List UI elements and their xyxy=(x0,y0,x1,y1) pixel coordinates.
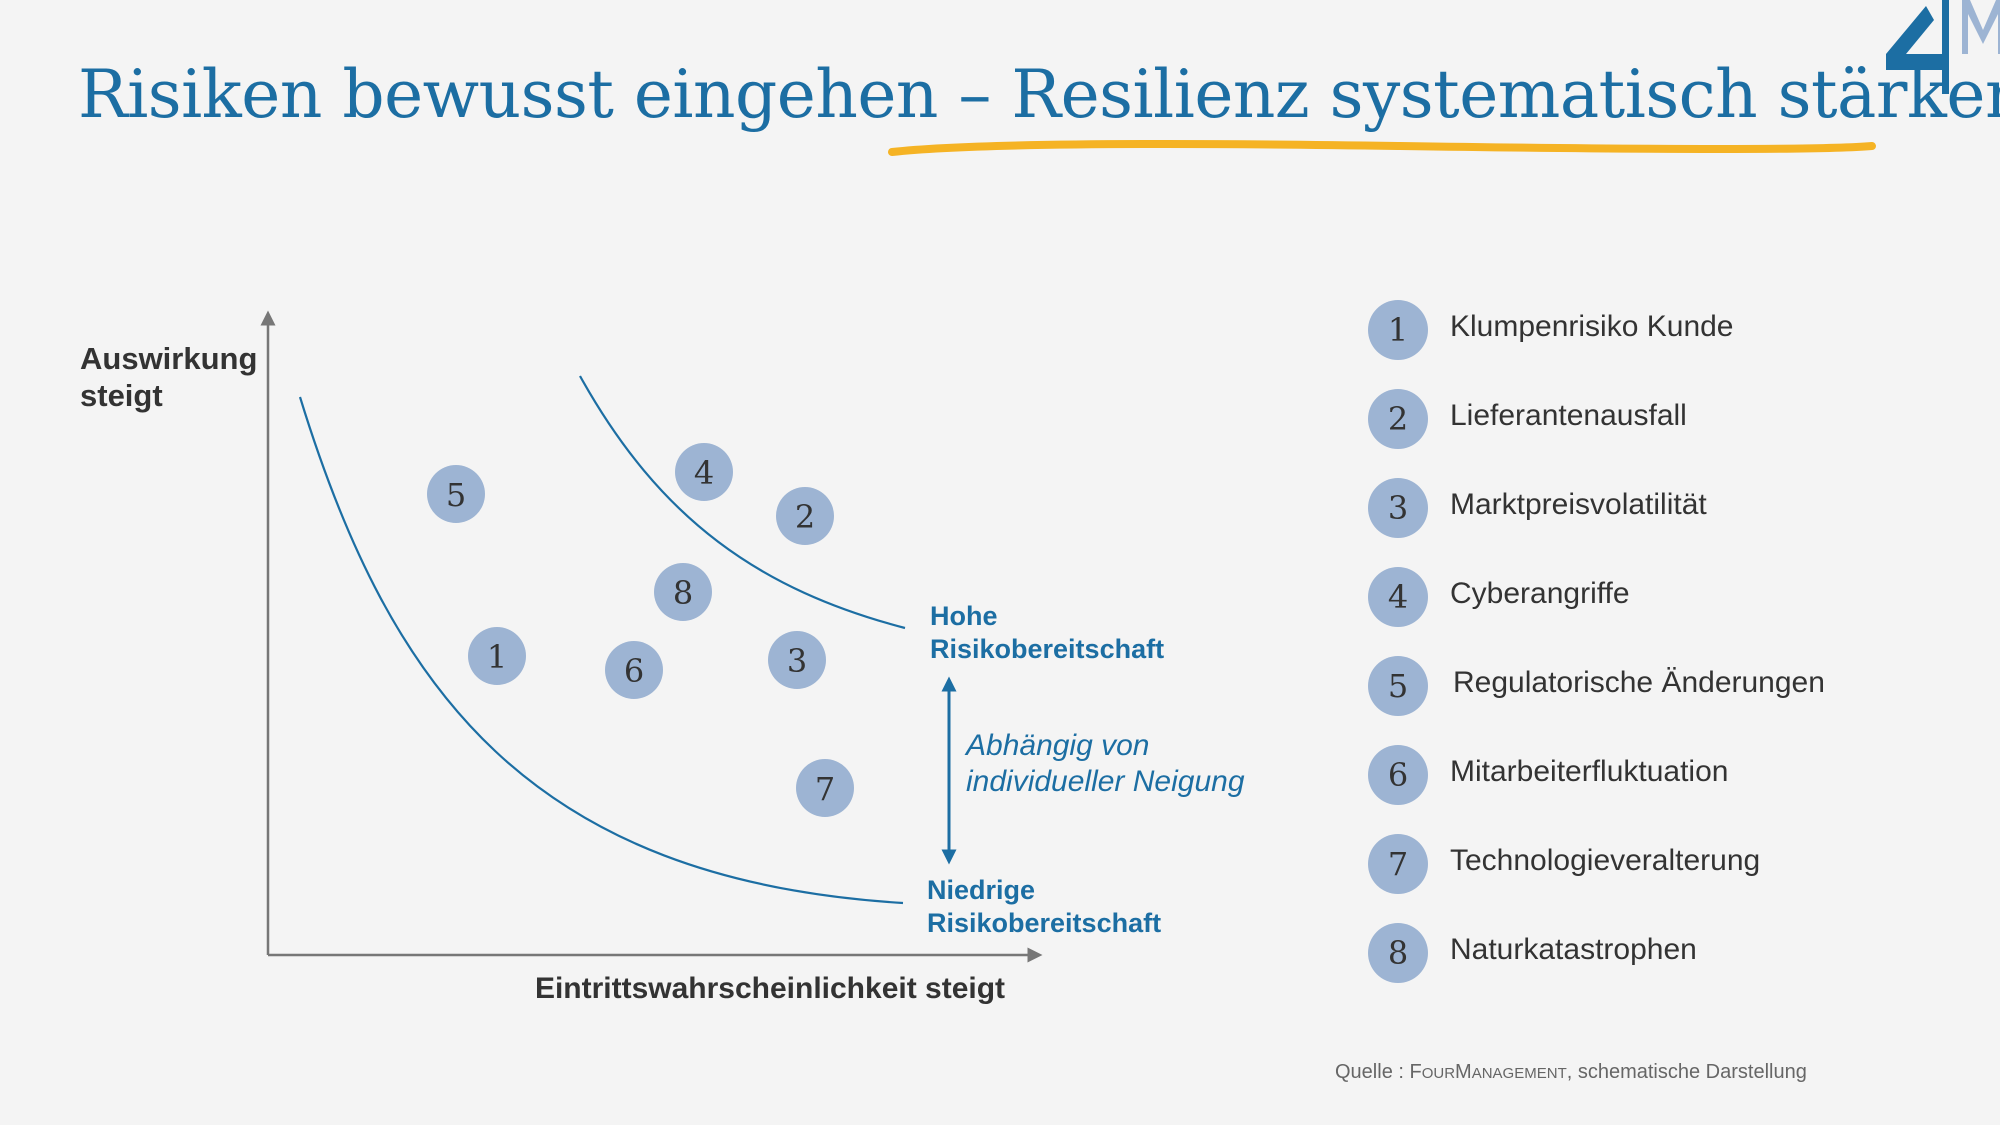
page-title: Risiken bewusst eingehen – Resilienz sys… xyxy=(78,56,2000,133)
risk-point-7: 7 xyxy=(796,759,854,817)
x-axis-label: Eintrittswahrscheinlichkeit steigt xyxy=(534,972,1006,1005)
risk-point-2: 2 xyxy=(776,487,834,545)
legend-item: 2 Lieferantenausfall xyxy=(1368,389,1968,451)
risk-point-number: 7 xyxy=(815,770,835,808)
risk-point-8: 8 xyxy=(654,563,712,621)
risk-point-circle xyxy=(796,759,854,817)
legend-number: 7 xyxy=(1368,834,1428,894)
legend-label: Lieferantenausfall xyxy=(1450,399,1687,432)
risk-point-5: 5 xyxy=(427,465,485,523)
y-axis-label: Auswirkung steigt xyxy=(80,341,258,413)
company-logo xyxy=(1886,0,2000,94)
legend-number: 6 xyxy=(1368,745,1428,805)
risk-point-6: 6 xyxy=(605,641,663,699)
high-risk-appetite-label: Hohe Risikobereitschaft xyxy=(930,601,1165,664)
risk-point-number: 4 xyxy=(694,454,714,492)
risk-point-circle xyxy=(654,563,712,621)
risk-point-number: 2 xyxy=(795,498,815,536)
risk-point-number: 6 xyxy=(624,652,644,690)
source-note: Quelle : FourManagement, schematische Da… xyxy=(1335,1061,1807,1083)
legend-number: 3 xyxy=(1368,478,1428,538)
legend-item: 6 Mitarbeiterfluktuation xyxy=(1368,745,1968,807)
legend-number: 5 xyxy=(1368,656,1428,716)
risk-points: 1 2 3 4 5 6 7 8 xyxy=(427,443,854,817)
risk-point-1: 1 xyxy=(468,627,526,685)
risk-point-circle xyxy=(605,641,663,699)
legend-label: Cyberangriffe xyxy=(1450,577,1630,610)
legend-item: 1 Klumpenrisiko Kunde xyxy=(1368,300,1968,362)
risk-point-circle xyxy=(768,631,826,689)
curve-low-risk-appetite xyxy=(298,396,904,905)
risk-point-number: 5 xyxy=(446,476,466,514)
legend-item: 4 Cyberangriffe xyxy=(1368,567,1968,629)
risk-point-3: 3 xyxy=(768,631,826,689)
legend-number: 2 xyxy=(1368,389,1428,449)
risk-point-4: 4 xyxy=(675,443,733,501)
legend-label: Technologieveralterung xyxy=(1450,844,1761,877)
risk-point-number: 8 xyxy=(673,574,693,612)
legend-label: Regulatorische Änderungen xyxy=(1453,666,1825,699)
legend-item: 8 Naturkatastrophen xyxy=(1368,923,1968,985)
legend-label: Marktpreisvolatilität xyxy=(1450,488,1707,521)
legend-number: 1 xyxy=(1368,300,1428,360)
legend-label: Klumpenrisiko Kunde xyxy=(1450,310,1734,343)
legend-label: Naturkatastrophen xyxy=(1450,933,1697,966)
legend-item: 5 Regulatorische Änderungen xyxy=(1368,656,1968,718)
legend-item: 3 Marktpreisvolatilität xyxy=(1368,478,1968,540)
legend-label: Mitarbeiterfluktuation xyxy=(1450,755,1729,788)
low-risk-appetite-label: Niedrige Risikobereitschaft xyxy=(927,875,1162,938)
risk-point-circle xyxy=(468,627,526,685)
appetite-note: Abhängig von individueller Neigung xyxy=(966,729,1245,798)
legend-number: 8 xyxy=(1368,923,1428,983)
risk-point-circle xyxy=(776,487,834,545)
legend-number: 4 xyxy=(1368,567,1428,627)
risk-point-number: 3 xyxy=(787,642,807,680)
risk-point-circle xyxy=(675,443,733,501)
curve-high-risk-appetite xyxy=(579,375,906,630)
risk-point-circle xyxy=(427,465,485,523)
risk-point-number: 1 xyxy=(487,638,507,676)
title-underline xyxy=(888,140,1876,156)
legend-item: 7 Technologieveralterung xyxy=(1368,834,1968,896)
